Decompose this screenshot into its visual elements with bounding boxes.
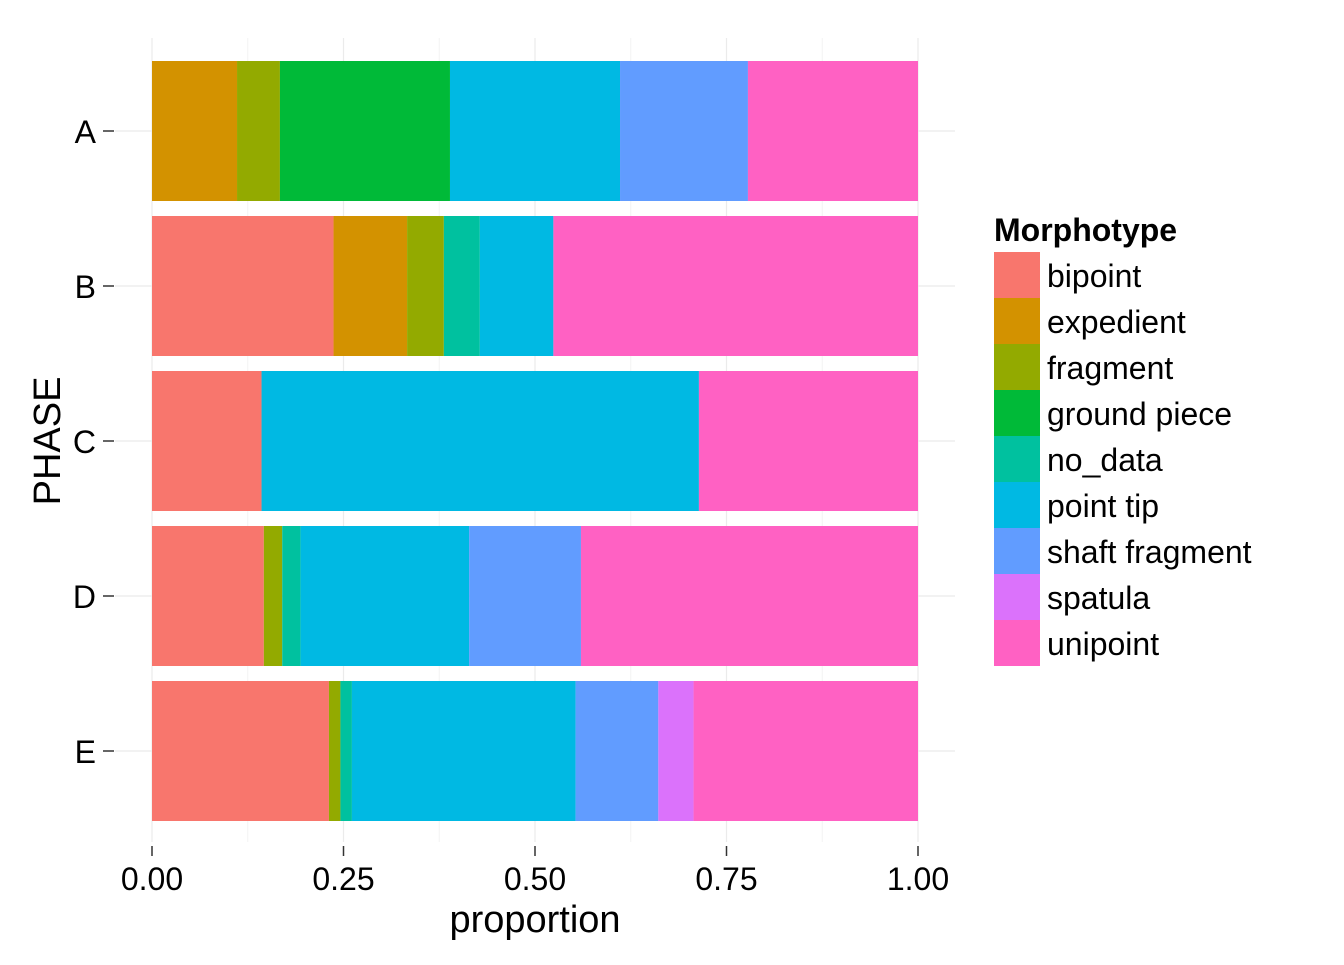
legend-label: expedient [1047, 304, 1186, 340]
x-axis-title: proportion [449, 899, 620, 941]
legend-label: spatula [1047, 580, 1150, 616]
bar-segment [407, 216, 444, 356]
bar-segment [152, 681, 329, 821]
y-tick-label: E [75, 734, 96, 770]
bar-segment [152, 371, 262, 511]
y-tick-label: C [73, 424, 96, 460]
bar-segment [263, 526, 283, 666]
legend-label: fragment [1047, 350, 1173, 386]
legend-label: shaft fragment [1047, 534, 1252, 570]
bar-segment [300, 526, 470, 666]
y-tick-label: B [75, 269, 96, 305]
x-tick-label: 0.50 [504, 861, 566, 897]
bar-segment [553, 216, 918, 356]
bar-segment [340, 681, 352, 821]
legend-key [994, 620, 1040, 666]
x-tick-label: 0.00 [121, 861, 183, 897]
legend-key [994, 344, 1040, 390]
axes: A B C D E 0.00 0.25 0.50 0.75 1.00 [73, 114, 949, 897]
bar-segment [693, 681, 918, 821]
legend-key [994, 436, 1040, 482]
legend-key [994, 390, 1040, 436]
bar-segment [237, 61, 280, 201]
x-tick-label: 0.75 [695, 861, 757, 897]
legend-label: ground piece [1047, 396, 1232, 432]
x-tick-label: 1.00 [887, 861, 949, 897]
bar-segment [328, 681, 341, 821]
bar-segment [479, 216, 554, 356]
legend-key [994, 482, 1040, 528]
bar-segment [698, 371, 918, 511]
bar-segment [152, 216, 334, 356]
y-tick-label: A [75, 114, 97, 150]
legend-label: point tip [1047, 488, 1159, 524]
legend: Morphotype bipoint expedient fragment groun… [994, 212, 1252, 666]
legend-key [994, 574, 1040, 620]
bar-segment [351, 681, 576, 821]
bar-segment [620, 61, 748, 201]
bar-segment [279, 61, 450, 201]
bar-segment [282, 526, 301, 666]
bar-segment [449, 61, 621, 201]
bar-segment [333, 216, 408, 356]
bars [152, 61, 918, 821]
legend-key [994, 252, 1040, 298]
bar-segment [152, 61, 238, 201]
bar-segment [443, 216, 480, 356]
legend-label: no_data [1047, 442, 1163, 478]
legend-key [994, 528, 1040, 574]
legend-label: bipoint [1047, 258, 1141, 294]
bar-segment [152, 526, 264, 666]
y-axis-title: PHASE [27, 377, 69, 506]
bar-segment [469, 526, 581, 666]
bar-segment [261, 371, 699, 511]
legend-label: unipoint [1047, 626, 1159, 662]
x-tick-label: 0.25 [312, 861, 374, 897]
bar-segment [575, 681, 659, 821]
y-tick-label: D [73, 579, 96, 615]
legend-title: Morphotype [994, 212, 1177, 248]
bar-segment [580, 526, 918, 666]
bar-segment [658, 681, 694, 821]
legend-key [994, 298, 1040, 344]
bar-segment [747, 61, 918, 201]
